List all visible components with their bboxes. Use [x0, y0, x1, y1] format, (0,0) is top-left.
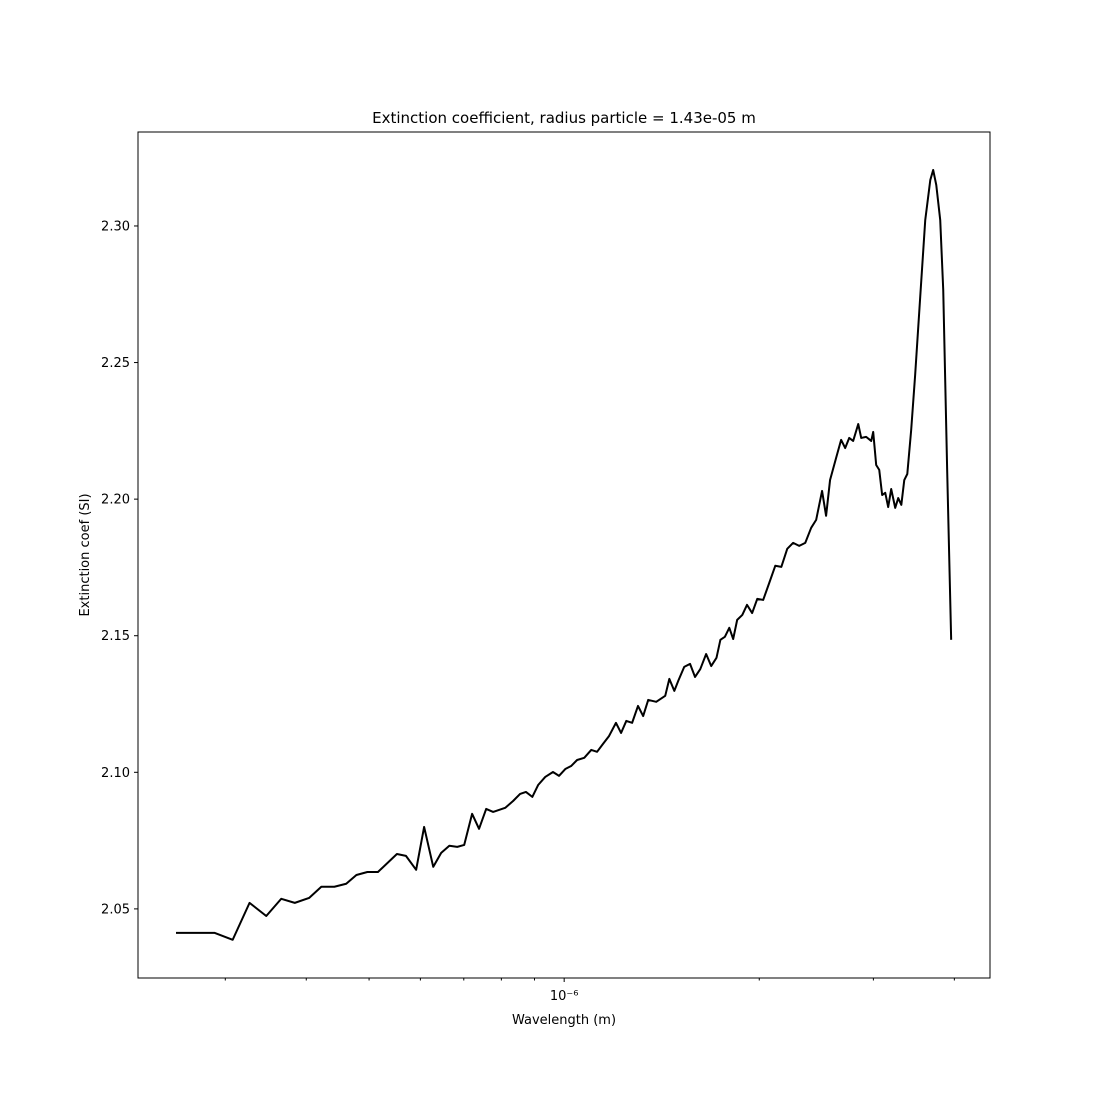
- y-tick-label: 2.15: [101, 629, 130, 644]
- y-tick-label: 2.20: [101, 493, 130, 508]
- y-axis-label: Extinction coef (SI): [78, 493, 93, 616]
- y-tick-label: 2.05: [101, 902, 130, 917]
- y-tick-label: 2.30: [101, 219, 130, 234]
- y-tick-label: 2.10: [101, 766, 130, 781]
- x-axis-label: Wavelength (m): [512, 1013, 616, 1028]
- chart-title: Extinction coefficient, radius particle …: [372, 109, 756, 127]
- data-line: [176, 168, 953, 941]
- y-tick-label: 2.25: [101, 356, 130, 371]
- x-tick-label: 10⁻⁶: [550, 989, 579, 1004]
